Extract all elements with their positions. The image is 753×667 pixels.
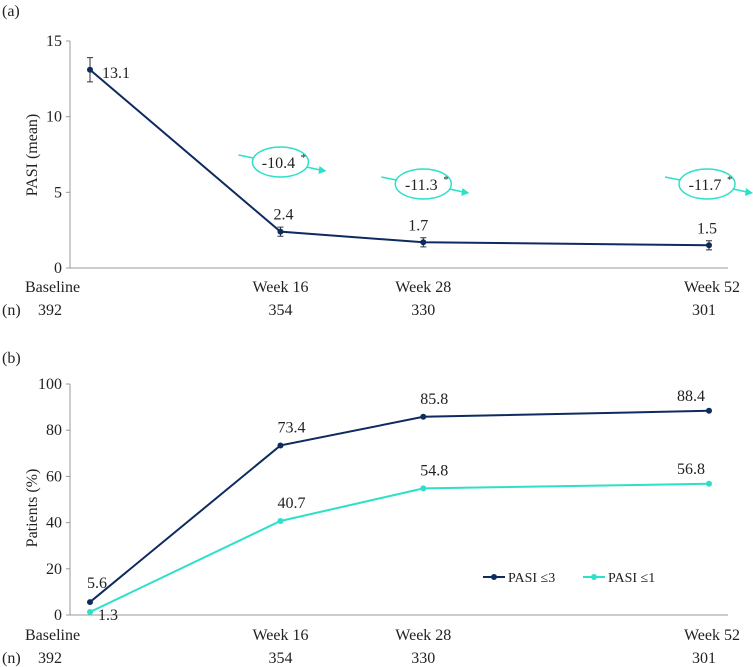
panel-b-data-point — [420, 485, 427, 492]
annotation-tail-line — [381, 176, 397, 181]
panel-b-y-tick-label: 20 — [46, 561, 62, 578]
panel-b-pasi3-data-label: 5.6 — [87, 575, 107, 592]
panel-a-change-annotation: -10.4 * — [238, 146, 327, 178]
panel-a-data-point — [87, 66, 93, 73]
panel-a-n-label: (n) — [2, 302, 21, 319]
legend-swatch-marker — [491, 574, 497, 580]
panel-b-pasi3-data-label: 85.8 — [420, 391, 448, 408]
annotation-arrow-line — [449, 188, 464, 193]
panel-b-n-value: 354 — [268, 650, 292, 667]
panel-a-data-label: 1.5 — [697, 220, 717, 237]
panel-b-y-tick-label: 0 — [54, 607, 62, 624]
panel-a-change-annotation: -11.7 * — [664, 168, 753, 200]
panel-a-x-tick-label: Week 52 — [684, 279, 740, 296]
panel-b-x-tick-label: Week 52 — [684, 627, 740, 644]
panel-b-n-value: 301 — [692, 650, 716, 667]
panel-b-y-tick-label: 100 — [38, 376, 62, 393]
panel-a-n-value: 301 — [692, 302, 716, 319]
panel-a-n-value: 392 — [38, 302, 62, 319]
panel-a-change-annotation: -11.3 * — [381, 168, 470, 200]
panel-b-data-point — [706, 480, 712, 487]
panel-a-data-point — [420, 239, 427, 246]
panel-a-data-point — [706, 242, 712, 249]
annotation-significance-mark: * — [443, 174, 449, 186]
annotation-tail-line — [238, 154, 254, 159]
panel-a-x-tick-label: Week 28 — [395, 279, 451, 296]
annotation-ellipse — [678, 168, 736, 200]
panel-a-data-label: 1.7 — [408, 217, 428, 234]
legend-swatch-marker — [591, 574, 597, 580]
panel-b-y-tick-label: 80 — [46, 422, 62, 439]
panel-a-y-axis-label: PASI (mean) — [24, 114, 41, 197]
panel-b-data-point — [706, 407, 712, 414]
panel-b-pasi1-data-label: 1.3 — [98, 607, 118, 624]
annotation-ellipse — [394, 168, 453, 200]
panel-b-pasi3-data-label: 73.4 — [277, 419, 305, 436]
legend-entry-label: PASI ≤1 — [608, 571, 655, 586]
panel-b-x-tick-label: Week 16 — [252, 627, 308, 644]
panel-b-data-point — [87, 599, 93, 606]
panel-a-label: (a) — [2, 3, 20, 20]
panel-b-pasi1-data-label: 54.8 — [420, 462, 448, 479]
panel-a-x-tick-label: Week 16 — [252, 279, 308, 296]
panel-a-data-label: 2.4 — [273, 207, 293, 224]
panel-b-series-line — [89, 409, 710, 603]
panel-b-n-label: (n) — [2, 650, 21, 667]
panel-b-data-point — [277, 517, 284, 524]
annotation-significance-mark: * — [727, 174, 733, 186]
panel-b-pasi1-data-label: 56.8 — [677, 461, 705, 478]
panel-b-label: (b) — [2, 350, 21, 367]
panel-b-patients-percent-chart: (b) Patients (%) 0 20 40 60 80 100 Baseline Wee… — [2, 350, 740, 667]
panel-a-n-value: 330 — [411, 302, 435, 319]
annotation-arrow-line — [306, 166, 321, 171]
annotation-arrow-icon — [318, 166, 327, 174]
annotation-arrow-icon — [745, 188, 753, 196]
panel-b-legend: PASI ≤3 PASI ≤1 — [483, 571, 655, 586]
panel-a-pasi-mean-chart: (a) PASI (mean) 0 5 10 15 Baseline Week 16 Wee… — [2, 3, 753, 319]
panel-b-data-point — [87, 608, 93, 615]
annotation-ellipse — [251, 146, 310, 178]
panel-b-series-line — [89, 482, 710, 613]
panel-a-series-line — [89, 68, 710, 247]
annotation-value: -10.4 — [262, 155, 295, 172]
legend-entry-label: PASI ≤3 — [508, 571, 555, 586]
panel-a-y-tick-label: 5 — [54, 184, 62, 201]
annotation-value: -11.7 — [689, 177, 722, 194]
annotation-significance-mark: * — [300, 152, 306, 164]
panel-a-x-tick-label: Baseline — [25, 279, 80, 296]
annotation-arrow-line — [732, 188, 748, 193]
annotation-arrow-icon — [461, 188, 470, 196]
annotation-tail-line — [664, 176, 681, 181]
panel-a-n-value: 354 — [268, 302, 292, 319]
panel-b-pasi3-data-label: 88.4 — [677, 388, 705, 405]
panel-b-y-axis-label: Patients (%) — [24, 469, 41, 548]
panel-b-y-tick-label: 60 — [46, 468, 62, 485]
panel-a-data-point — [277, 228, 284, 235]
panel-b-data-point — [420, 413, 427, 420]
panel-b-x-tick-label: Week 28 — [395, 627, 451, 644]
panel-a-data-label: 13.1 — [102, 65, 130, 82]
panel-b-pasi1-data-label: 40.7 — [277, 495, 305, 512]
panel-b-data-point — [277, 442, 284, 449]
panel-b-n-value: 392 — [38, 650, 62, 667]
panel-b-x-tick-label: Baseline — [25, 627, 80, 644]
panel-b-n-value: 330 — [411, 650, 435, 667]
panel-a-y-tick-label: 10 — [46, 109, 62, 126]
panel-b-y-tick-label: 40 — [46, 515, 62, 532]
panel-a-y-tick-label: 15 — [46, 33, 62, 50]
panel-a-y-tick-label: 0 — [54, 260, 62, 277]
annotation-value: -11.3 — [405, 177, 438, 194]
